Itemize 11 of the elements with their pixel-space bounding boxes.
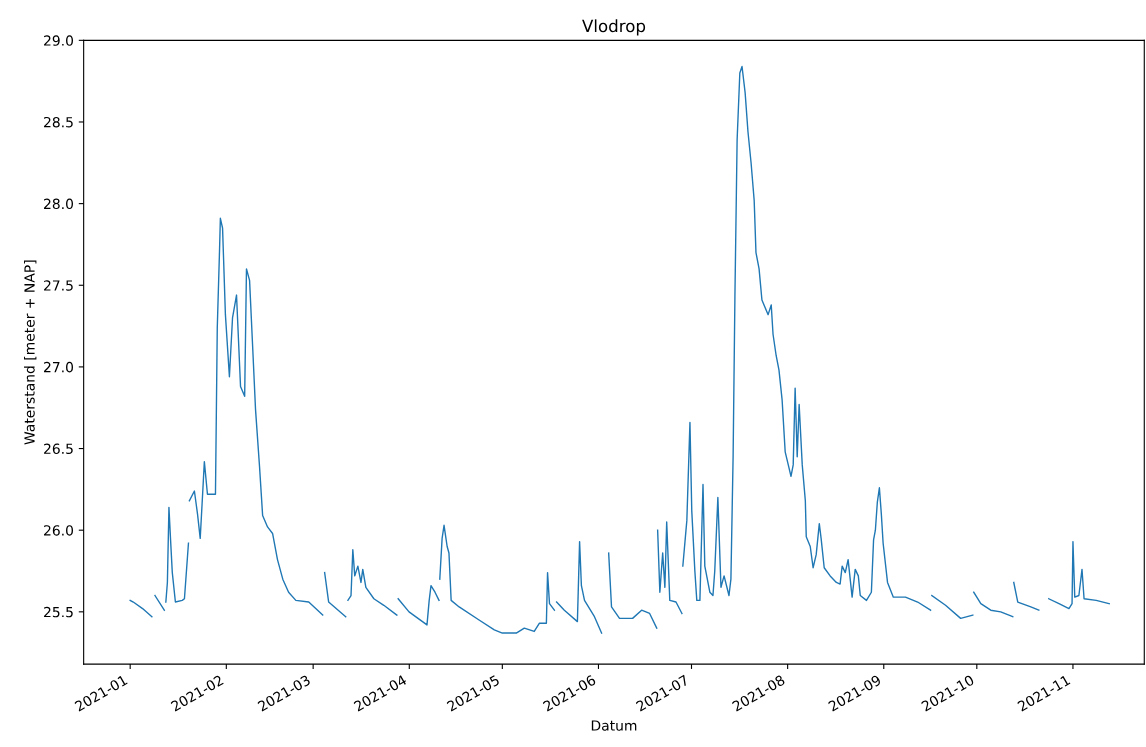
y-tick-label: 27.0 bbox=[44, 361, 74, 373]
y-axis-title: Waterstand [meter + NAP] bbox=[24, 260, 37, 445]
x-axis-title: Datum bbox=[591, 720, 637, 731]
y-tick-label: 27.5 bbox=[44, 280, 73, 291]
chart-title: Vlodrop bbox=[582, 19, 646, 36]
y-tick-label: 28.5 bbox=[44, 116, 73, 128]
y-tick-label: 29.0 bbox=[44, 35, 74, 46]
y-tick-label: 26.5 bbox=[44, 443, 73, 455]
y-tick-label: 26.0 bbox=[44, 525, 74, 536]
y-tick-label: 25.5 bbox=[44, 606, 73, 618]
y-tick-label: 28.0 bbox=[44, 198, 74, 210]
